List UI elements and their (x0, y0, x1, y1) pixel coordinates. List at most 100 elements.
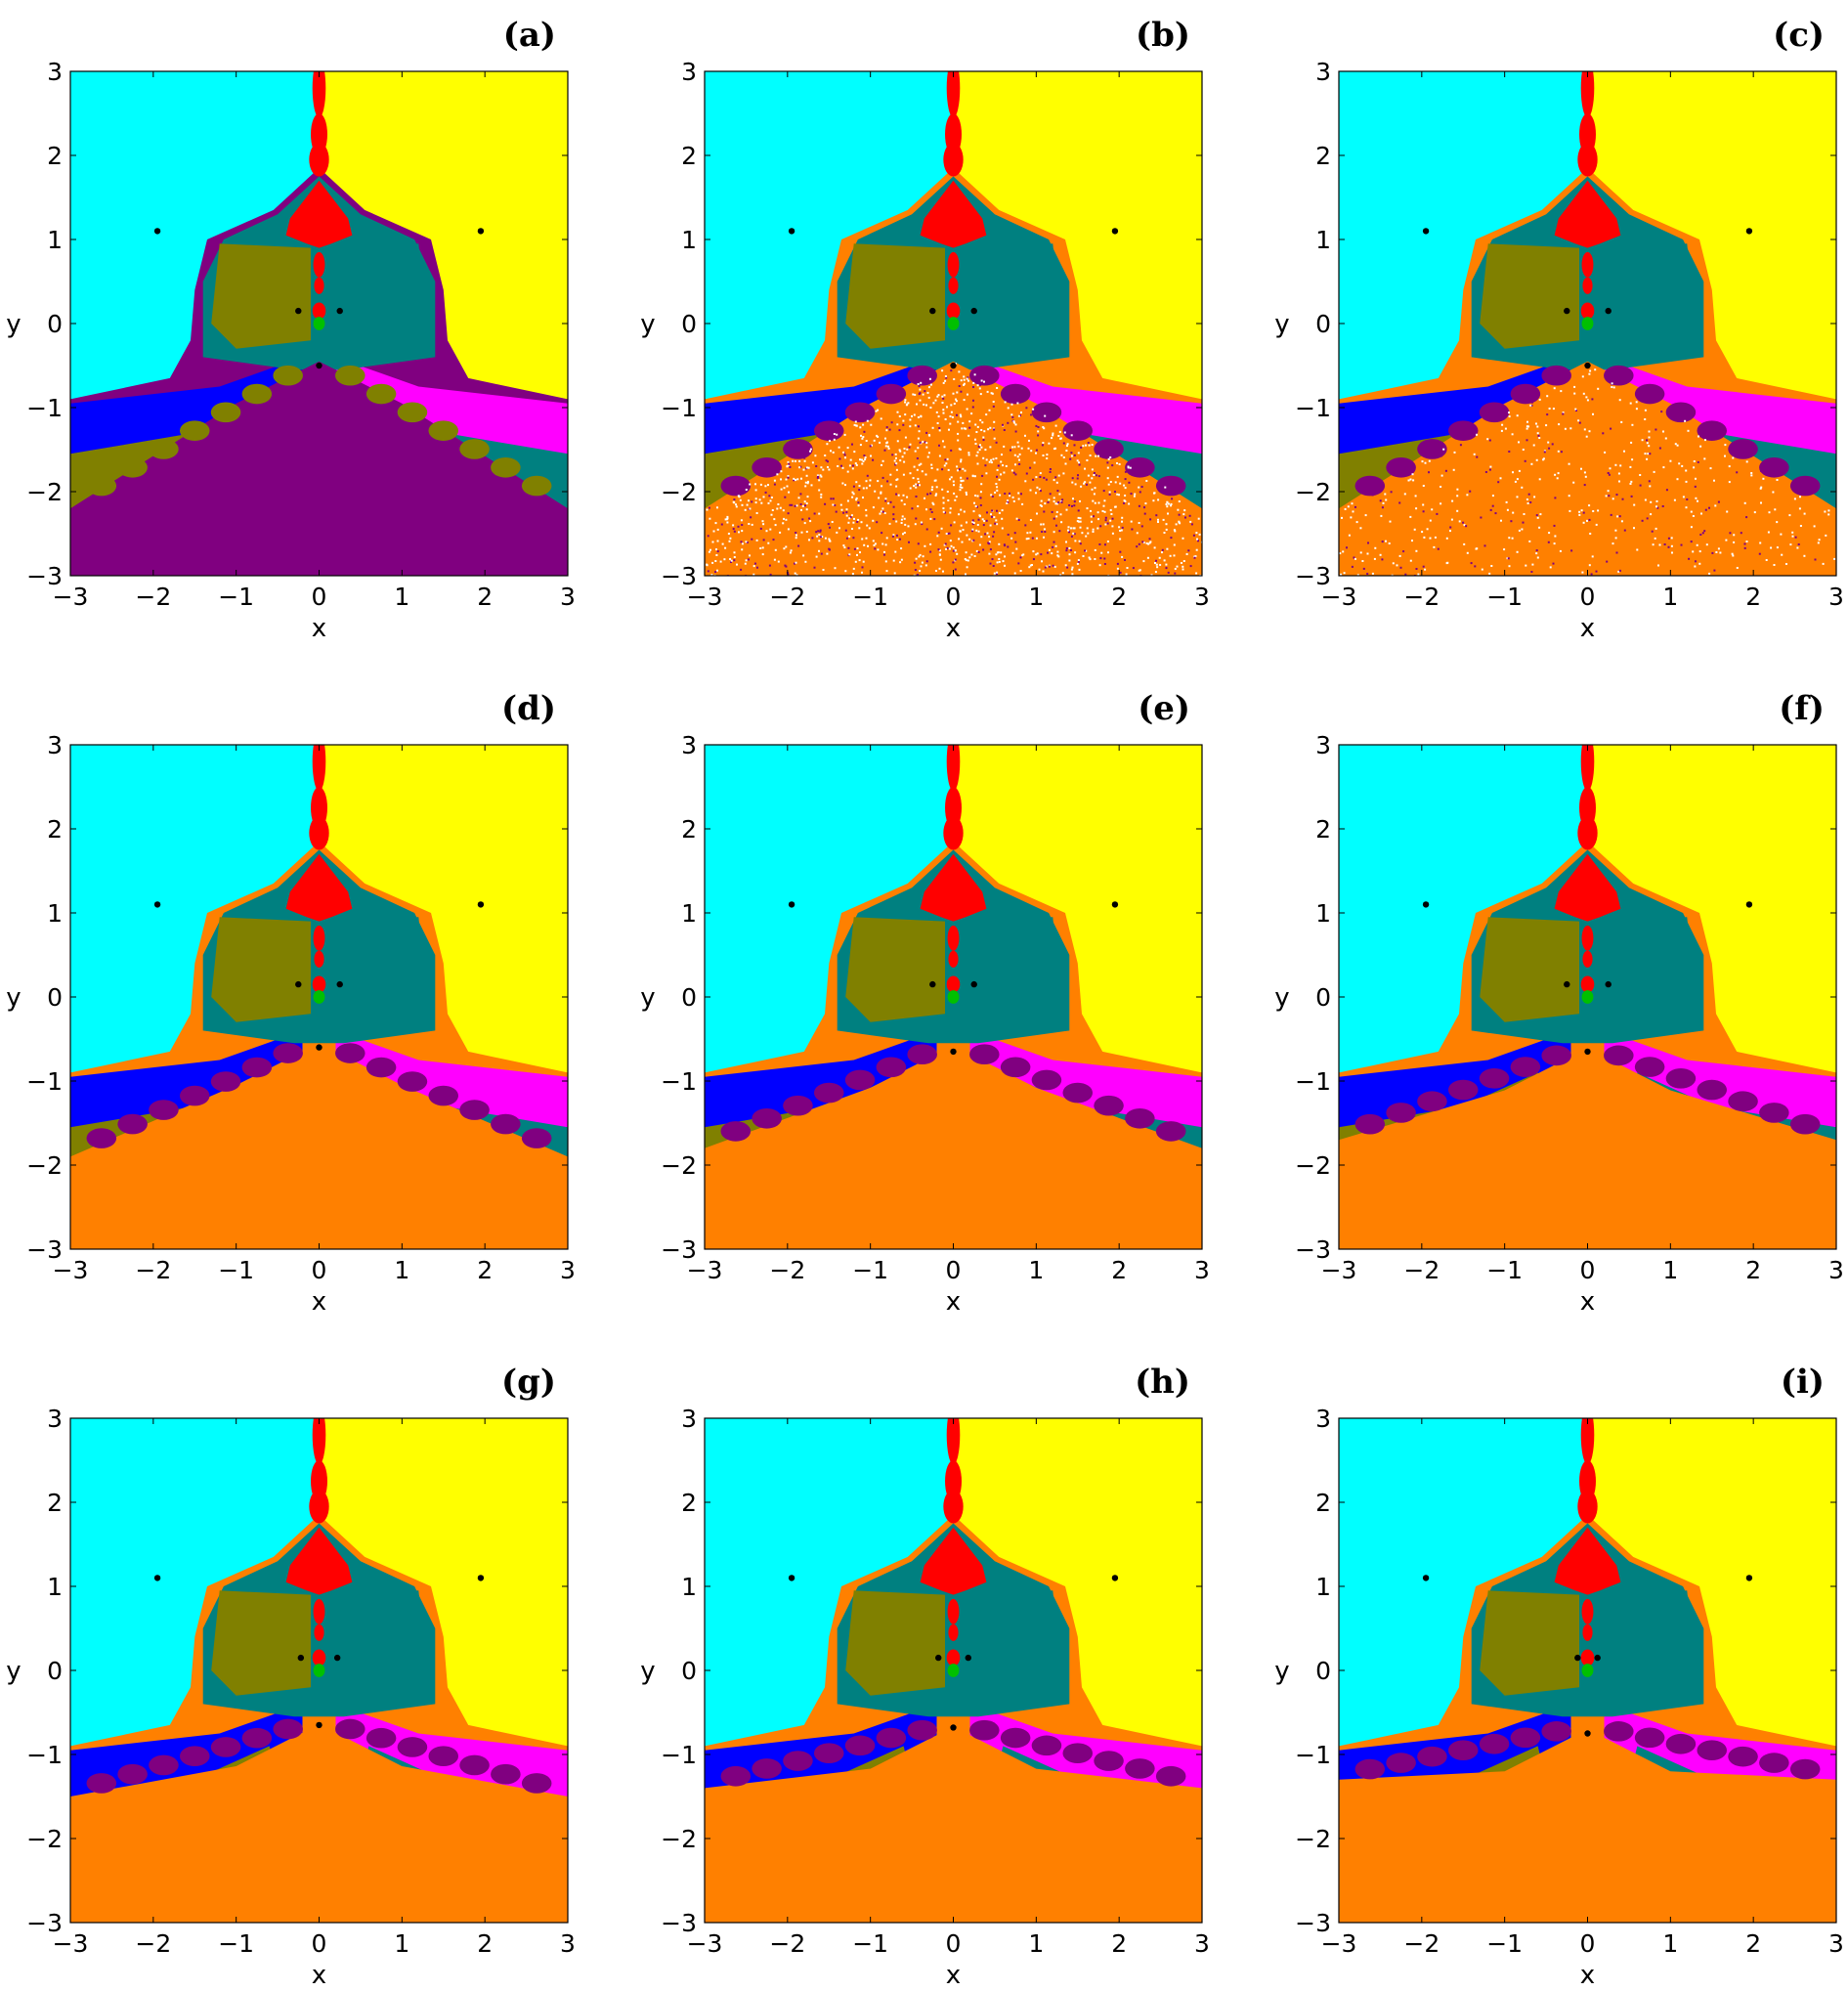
olive-lobe (1480, 1590, 1579, 1696)
teal-lobe (1596, 1590, 1696, 1696)
edge-lobe (844, 1069, 876, 1091)
edge-lobe (1155, 1121, 1186, 1142)
x-tick-label: −1 (1486, 1256, 1523, 1284)
edge-lobe (1728, 1091, 1758, 1112)
edge-lobe (241, 383, 273, 405)
red-lens (1580, 302, 1595, 320)
red-lens (948, 1623, 959, 1641)
basin-panel-6: −3 −2 −1 0 1 2 3 −3 −2 −1 0 1 2 3 x y (f) (1274, 689, 1844, 1317)
x-axis-label: x (312, 614, 326, 643)
speckle-noise (1339, 368, 1836, 576)
edge-lobe (210, 402, 241, 423)
edge-lobe (365, 383, 397, 405)
edge-lobe (1665, 402, 1697, 423)
edge-lobe (1541, 1721, 1571, 1742)
red-lens (313, 251, 325, 278)
y-tick-label: 0 (1315, 983, 1331, 1012)
x-axis-label: x (1580, 1961, 1595, 1990)
y-tick-label: −1 (661, 394, 697, 422)
y-axis-label: y (6, 983, 21, 1013)
green-basin (947, 1664, 960, 1677)
teal-lobe (327, 1590, 427, 1696)
olive-lobe (1480, 243, 1579, 349)
x-tick-label: 0 (946, 1256, 962, 1284)
y-tick-label: −2 (26, 478, 63, 506)
red-lens (1580, 1649, 1595, 1666)
x-tick-label: 3 (1194, 583, 1210, 611)
edge-lobe (907, 365, 937, 386)
equilibrium-point (1605, 307, 1612, 315)
panel-label: (e) (1138, 689, 1190, 728)
red-lens (1577, 1490, 1598, 1524)
equilibrium-point (153, 228, 161, 235)
y-tick-label: 2 (681, 1489, 697, 1517)
x-tick-label: 0 (946, 1929, 962, 1958)
edge-lobe (1665, 1067, 1697, 1089)
teal-lobe (327, 917, 427, 1022)
red-lens (1577, 816, 1598, 850)
green-basin (313, 990, 325, 1004)
edge-lobe (365, 1727, 397, 1749)
red-basin (285, 853, 353, 922)
red-lens (943, 816, 964, 850)
x-tick-label: 1 (1028, 583, 1044, 611)
edge-lobe (969, 1044, 1000, 1065)
basin-panel-3: −3 −2 −1 0 1 2 3 −3 −2 −1 0 1 2 3 x y (c) (1274, 16, 1844, 643)
x-tick-label: 2 (1745, 1256, 1761, 1284)
basin-image (705, 745, 1202, 1249)
red-lens (946, 302, 961, 320)
edge-lobe (273, 1718, 303, 1740)
x-tick-label: 3 (1828, 1929, 1844, 1958)
edge-lobe (273, 1043, 303, 1063)
y-tick-label: 2 (1315, 1489, 1331, 1517)
equilibrium-point (1584, 362, 1591, 369)
y-tick-label: 2 (47, 815, 63, 844)
x-tick-label: −1 (852, 583, 888, 611)
x-tick-label: 3 (1828, 1256, 1844, 1284)
equilibrium-point (788, 1575, 795, 1581)
edge-lobe (335, 365, 365, 386)
equilibrium-point (1584, 1048, 1591, 1056)
edge-lobe (117, 456, 148, 478)
edge-lobe (86, 475, 117, 497)
edge-lobe (1447, 1740, 1479, 1761)
equilibrium-point (950, 1724, 957, 1731)
basin-panel-4: −3 −2 −1 0 1 2 3 −3 −2 −1 0 1 2 3 x y (d) (6, 689, 576, 1317)
y-tick-label: −1 (661, 1067, 697, 1096)
edge-lobe (844, 402, 876, 423)
equilibrium-point (929, 307, 936, 315)
y-tick-label: 0 (1315, 310, 1331, 338)
edge-lobe (752, 1758, 782, 1779)
x-tick-label: 0 (946, 583, 962, 611)
y-tick-label: 2 (47, 142, 63, 170)
red-lens (1577, 143, 1598, 177)
panel-label: (g) (501, 1363, 556, 1402)
edge-lobe (397, 1071, 428, 1092)
edge-lobe (1062, 1743, 1094, 1764)
edge-lobe (1417, 439, 1447, 459)
red-lens (1581, 925, 1594, 951)
y-tick-label: −3 (26, 1235, 63, 1264)
x-tick-label: −3 (687, 583, 723, 611)
red-basin (920, 180, 987, 248)
x-tick-label: −3 (687, 1256, 723, 1284)
edge-lobe (335, 1043, 365, 1063)
red-lens (312, 975, 326, 993)
edge-lobe (907, 1719, 937, 1741)
edge-lobe (783, 1751, 813, 1771)
y-axis-label: y (640, 310, 655, 339)
red-lens (314, 277, 324, 294)
edge-lobe (1728, 1746, 1758, 1767)
y-tick-label: 0 (47, 1657, 63, 1685)
y-tick-label: −3 (661, 1235, 697, 1264)
edge-lobe (876, 383, 907, 405)
edge-lobe (1697, 1079, 1728, 1101)
green-basin (1581, 1664, 1594, 1677)
red-lens (1582, 1623, 1593, 1641)
panel-label: (c) (1773, 16, 1825, 55)
speckle-noise (706, 363, 1202, 576)
edge-lobe (752, 456, 782, 478)
y-tick-label: 1 (681, 899, 697, 928)
y-tick-label: 1 (47, 1573, 63, 1601)
edge-lobe (1759, 1103, 1789, 1123)
